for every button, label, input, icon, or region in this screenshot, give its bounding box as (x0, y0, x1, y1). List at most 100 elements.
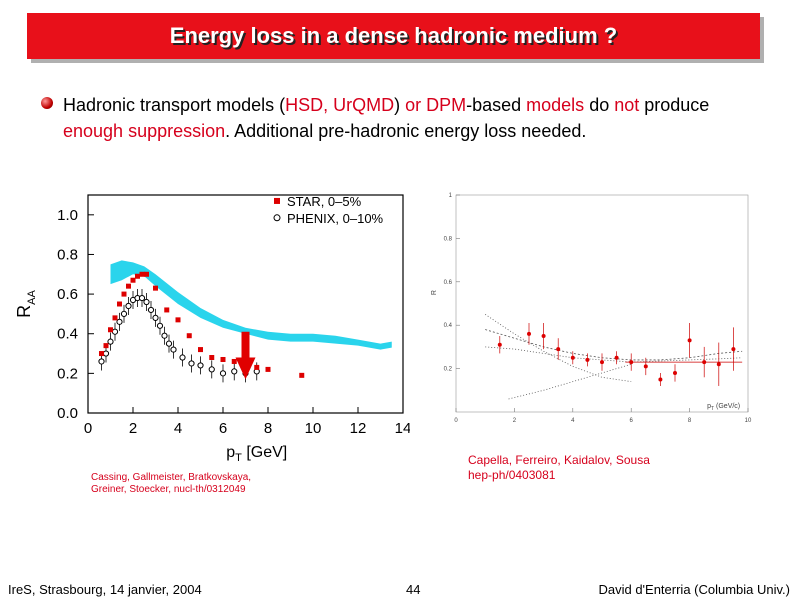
data-point (629, 360, 634, 365)
x-tick-label: 2 (129, 420, 137, 437)
x-tick-label-right: 6 (630, 418, 634, 424)
text-run: ) (394, 95, 406, 115)
raa-chart-left: 0 2 4 6 8 10 12 14 0.0 0.2 0.4 0.6 0.8 1.0 pT [GeV] RAA… (14, 194, 410, 464)
star-point (126, 283, 131, 289)
legend-star-marker (274, 197, 280, 204)
phenix-point (208, 366, 215, 373)
star-point (144, 271, 149, 277)
data-point (570, 355, 575, 360)
x-tick-label: 0 (84, 420, 92, 437)
y-tick-label-right: 0.2 (444, 367, 453, 373)
legend-phenix-label: PHENIX, 0–10% (287, 211, 384, 226)
star-point (164, 307, 170, 313)
star-point (121, 291, 127, 297)
data-point (527, 331, 531, 336)
footer-right: David d'Enterria (Columbia Univ.) (598, 582, 790, 597)
y-tick-label: 0.0 (57, 405, 78, 422)
model-curve-steep (484, 314, 632, 383)
star-point (135, 273, 140, 279)
star-point (254, 364, 260, 370)
phenix-point (107, 338, 114, 345)
text-run: produce (639, 95, 710, 115)
x-tick-label: 12 (350, 420, 367, 437)
y-tick-label: 0.4 (57, 326, 78, 343)
bullet-text: Hadronic transport models (HSD, UrQMD) o… (63, 92, 723, 144)
phenix-point (98, 358, 105, 365)
data-point (614, 355, 619, 360)
suppression-arrow-shaft (241, 331, 250, 358)
data-point (556, 347, 561, 352)
data-point (643, 364, 648, 369)
x-tick-label-right: 8 (688, 418, 692, 424)
y-tick-label-right: 0.6 (444, 280, 453, 286)
star-point (103, 343, 109, 349)
x-tick-label-right: 4 (571, 418, 575, 424)
caption-right-line2: hep-ph/0403081 (468, 468, 556, 482)
phenix-point (170, 346, 177, 353)
plot-frame-right (455, 194, 749, 413)
phenix-point (147, 306, 155, 314)
phenix-point (165, 340, 173, 347)
phenix-point (116, 318, 123, 325)
phenix-point (125, 302, 132, 310)
x-tick-label: 4 (174, 420, 182, 437)
phenix-point (143, 298, 150, 306)
x-tick-label: 14 (395, 420, 410, 437)
star-point (112, 315, 118, 321)
x-axis-label: pT [GeV] (226, 444, 287, 464)
title-bar: Energy loss in a dense hadronic medium ? (27, 13, 760, 59)
phenix-point (120, 310, 128, 318)
star-point (265, 366, 271, 372)
caption-left-line2: Greiner, Stoecker, nucl-th/0312049 (91, 484, 246, 495)
phenix-point (231, 368, 238, 375)
phenix-point (197, 362, 204, 369)
legend-star-label: STAR, 0–5% (287, 194, 362, 209)
data-point (497, 342, 502, 347)
model-band (110, 260, 392, 350)
phenix-point (152, 314, 159, 321)
star-point (175, 317, 181, 323)
text-run-red: not (614, 95, 640, 115)
phenix-point (156, 322, 164, 329)
suppression-arrow-head (235, 357, 256, 380)
page-number: 44 (406, 582, 421, 597)
star-point (220, 356, 226, 362)
phenix-point (188, 360, 195, 367)
y-axis-label: RAA (14, 290, 38, 318)
phenix-point (219, 370, 227, 377)
y-tick-label: 0.2 (57, 365, 78, 382)
phenix-point (111, 328, 119, 335)
star-point (299, 372, 305, 378)
footer-left: IreS, Strasbourg, 14 janvier, 2004 (8, 582, 202, 597)
data-point (673, 370, 677, 375)
data-point (702, 360, 707, 365)
caption-left-line1: Cassing, Gallmeister, Bratkovskaya, (91, 472, 252, 483)
y-axis-label-right: R (431, 290, 438, 295)
text-run: -based (466, 95, 527, 115)
star-point (130, 277, 136, 283)
caption-right: Capella, Ferreiro, Kaidalov, Sousa hep-p… (468, 453, 650, 483)
model-curve-lower (508, 363, 632, 400)
caption-right-line1: Capella, Ferreiro, Kaidalov, Sousa (468, 453, 650, 467)
legend-phenix-marker (273, 214, 281, 222)
star-point (186, 333, 192, 339)
data-point (716, 362, 721, 367)
x-tick-label: 10 (305, 420, 322, 437)
x-tick-label-right: 10 (745, 418, 752, 424)
x-tick-label-right: 2 (513, 418, 517, 424)
raa-chart-right: 0 2 4 6 8 10 1 0.8 0.6 0.4 0.2 pT (GeV/c) R (431, 193, 752, 424)
phenix-point (138, 294, 146, 302)
y-tick-label: 1.0 (57, 207, 78, 224)
caption-left: Cassing, Gallmeister, Bratkovskaya, Grei… (91, 472, 251, 496)
bullet-icon (41, 97, 53, 109)
star-point (99, 351, 104, 357)
x-tick-label: 8 (264, 420, 272, 437)
star-point (117, 301, 122, 307)
phenix-point (179, 354, 186, 361)
text-run-red: models (526, 95, 585, 115)
star-point (108, 327, 113, 333)
text-run: Hadronic transport models ( (63, 95, 286, 115)
star-point (153, 285, 158, 291)
data-point (658, 377, 663, 382)
y-tick-label-right: 1 (449, 193, 453, 199)
